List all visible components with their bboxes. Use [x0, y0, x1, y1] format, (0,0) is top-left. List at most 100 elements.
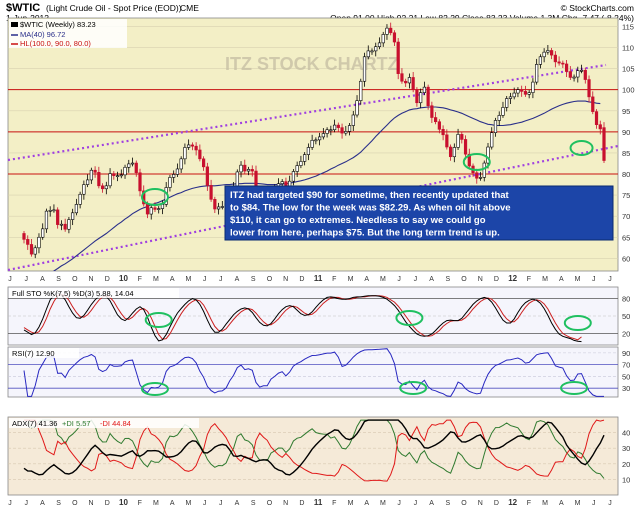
candle	[78, 191, 82, 209]
month-tick-label: A	[170, 500, 175, 507]
candle	[205, 162, 209, 191]
month-tick-label: O	[72, 500, 78, 507]
month-tick-label: A	[429, 276, 434, 283]
month-tick-label: O	[461, 500, 467, 507]
candle	[385, 24, 389, 40]
candle	[422, 81, 426, 96]
price-tick-label: 105	[622, 65, 635, 74]
adx-tick-label: 20	[622, 460, 630, 469]
candle	[434, 112, 438, 125]
ma-legend-label: MA(40) 96.72	[20, 30, 65, 39]
month-tick-label: N	[283, 500, 288, 507]
month-tick-label: J	[608, 500, 612, 507]
candle	[557, 56, 561, 66]
candle	[546, 44, 550, 55]
month-tick-label: J	[592, 500, 596, 507]
month-tick-label: 10	[119, 498, 128, 507]
month-tick-label: O	[267, 500, 273, 507]
candle	[460, 131, 464, 144]
month-tick-label: J	[203, 276, 207, 283]
month-tick-label: J	[24, 500, 28, 507]
candle	[104, 181, 108, 195]
highlight-circle	[395, 310, 424, 326]
month-tick-label: J	[414, 500, 418, 507]
candle	[467, 148, 471, 169]
month-tick-label: N	[89, 500, 94, 507]
month-tick-label: J	[397, 276, 401, 283]
candle	[396, 38, 400, 80]
candle	[572, 74, 576, 82]
candle	[243, 159, 247, 174]
candle	[411, 71, 415, 93]
candle	[130, 157, 135, 167]
candle	[29, 238, 34, 257]
month-tick-label: A	[364, 500, 369, 507]
candle	[157, 206, 161, 214]
month-tick-label: M	[575, 276, 581, 283]
candle	[172, 170, 176, 183]
sto-tick-label: 50	[622, 312, 630, 321]
mdi-legend: -DI 44.84	[100, 419, 131, 428]
candle	[299, 155, 303, 169]
month-tick-label: J	[592, 276, 596, 283]
annotation-line-2: to $84. The low for the week was $82.29.…	[230, 203, 511, 214]
plus-di-line	[24, 419, 605, 479]
month-tick-label: M	[185, 276, 191, 283]
candle	[512, 87, 516, 100]
candle	[490, 127, 494, 150]
price-tick-label: 95	[622, 107, 630, 116]
month-tick-label: S	[445, 276, 450, 283]
candle	[598, 120, 602, 135]
price-panel: 60 65 70 75 80 85 90 95 100 105 110 115 ITZ STOCK C…	[7, 17, 635, 272]
candle	[347, 122, 352, 136]
price-tick-label: 90	[622, 128, 630, 137]
month-tick-label: 10	[119, 274, 128, 283]
candle	[123, 164, 127, 179]
candle	[175, 163, 180, 177]
candle	[508, 92, 513, 105]
candle	[332, 119, 337, 133]
candle	[407, 73, 412, 89]
month-tick-label: 12	[508, 274, 517, 283]
month-tick-label: F	[527, 276, 531, 283]
rsi-tick-label: 90	[622, 349, 630, 358]
month-tick-label: M	[542, 500, 548, 507]
highlight-circle	[140, 382, 169, 396]
adx-line	[23, 419, 605, 476]
candle	[93, 166, 97, 178]
chart-watermark: ITZ STOCK CHARTZ	[225, 54, 399, 74]
month-tick-label: N	[478, 500, 483, 507]
candle	[325, 127, 329, 138]
candle	[415, 87, 419, 107]
price-y-ticks: 60 65 70 75 80 85 90 95 100 105 110 115	[622, 22, 635, 263]
candle	[246, 166, 251, 176]
candle	[112, 171, 116, 180]
candle	[520, 85, 524, 97]
candle	[505, 96, 509, 112]
candle	[516, 87, 520, 98]
candle	[119, 169, 123, 179]
candle	[202, 156, 206, 171]
candle	[602, 122, 606, 164]
adx-legend: ADX(7) 41.36	[12, 419, 57, 428]
candle	[318, 132, 322, 146]
price-tick-label: 85	[622, 149, 630, 158]
price-tick-label: 110	[622, 44, 634, 53]
month-tick-label: J	[24, 276, 28, 283]
month-tick-label: 11	[314, 498, 323, 507]
candle	[404, 78, 408, 87]
candle	[71, 208, 75, 226]
candle	[179, 156, 183, 173]
sto-gridlines: 20 50 80	[8, 295, 630, 338]
price-tick-label: 80	[622, 170, 630, 179]
price-tick-label: 100	[622, 86, 635, 95]
price-tick-label: 115	[622, 22, 634, 31]
candle	[550, 47, 554, 60]
highlight-circles	[140, 140, 594, 206]
candle	[591, 91, 595, 115]
candle	[564, 59, 569, 78]
month-tick-label: J	[608, 276, 612, 283]
month-tick-label: A	[429, 500, 434, 507]
candle	[33, 245, 37, 259]
